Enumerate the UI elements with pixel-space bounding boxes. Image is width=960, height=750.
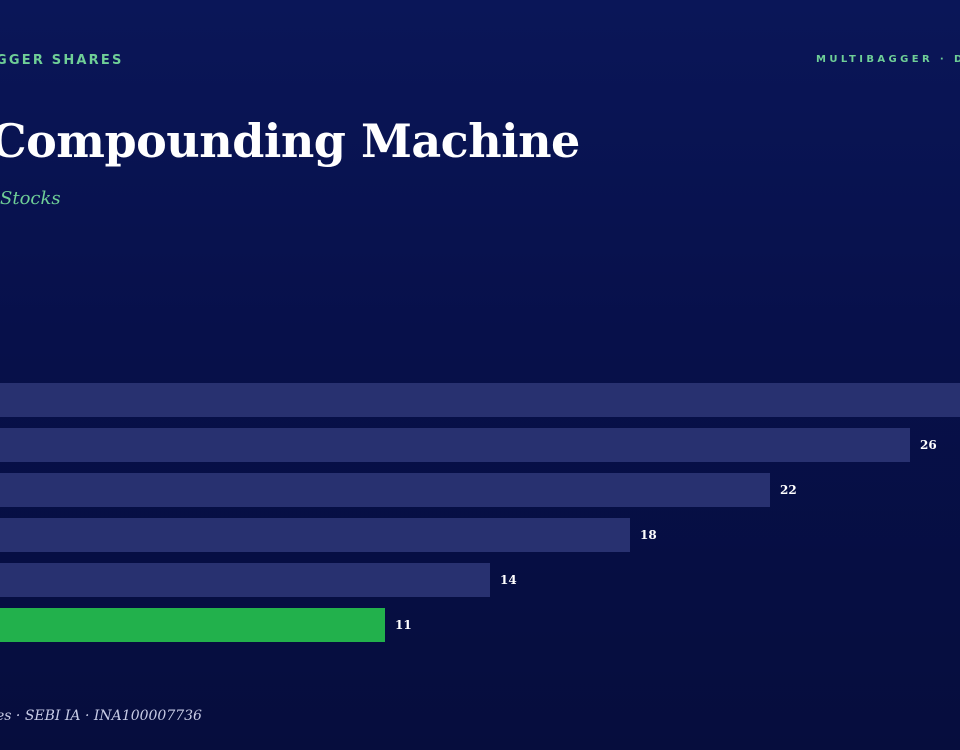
bar-value-label-1: 26	[920, 438, 937, 452]
bar-3	[0, 518, 630, 552]
bar-value-label-5: 11	[395, 618, 412, 632]
subtitle: Stocks	[0, 188, 61, 209]
page-title: Compounding Machine	[0, 114, 580, 168]
bar-1	[0, 428, 910, 462]
bar-2	[0, 473, 770, 507]
footer-disclaimer: es · SEBI IA · INA100007736	[0, 708, 202, 724]
bar-0	[0, 383, 960, 417]
bar-value-label-3: 18	[640, 528, 657, 542]
kicker-left: GGER SHARES	[0, 53, 124, 68]
bar-value-label-2: 22	[780, 483, 797, 497]
bar-4	[0, 563, 490, 597]
bar-value-label-4: 14	[500, 573, 517, 587]
bar-5	[0, 608, 385, 642]
kicker-right: MULTIBAGGER · D	[816, 54, 960, 65]
